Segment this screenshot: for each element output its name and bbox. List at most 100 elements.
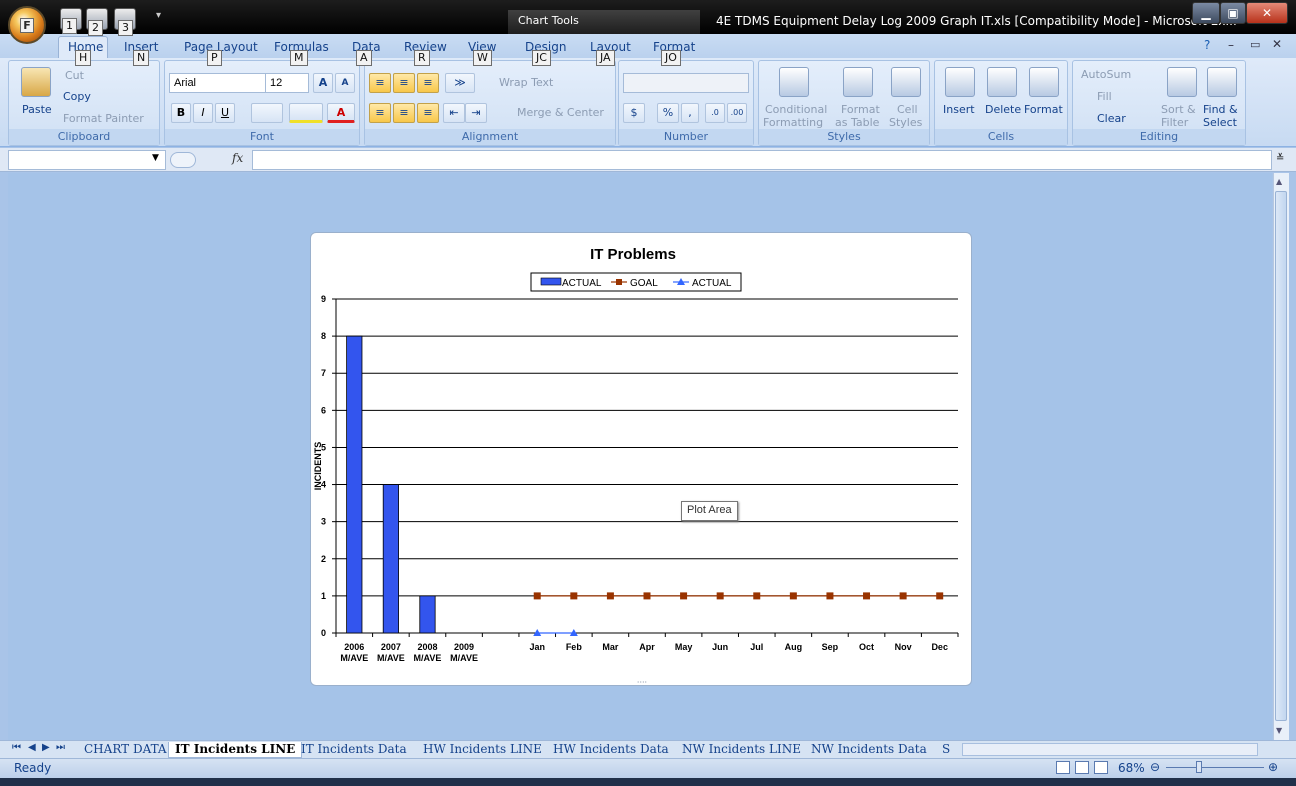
sheet-nav-prev-icon[interactable]: ◀ (28, 742, 36, 753)
zoom-level[interactable]: 68% (1118, 761, 1145, 775)
name-box[interactable] (8, 150, 166, 170)
sheet-nav-last-icon[interactable]: ⏭ (56, 742, 65, 753)
sheet-tab-hw-incidents-data[interactable]: HW Incidents Data (553, 742, 669, 756)
cell-styles-label[interactable]: Cell (897, 103, 918, 116)
format-as-table-label-2: as Table (835, 116, 880, 129)
conditional-formatting-label[interactable]: Conditional (765, 103, 828, 116)
wrap-text-button[interactable]: Wrap Text (499, 76, 554, 89)
insert-cells-icon[interactable] (945, 67, 975, 97)
merge-center-button[interactable]: Merge & Center (517, 106, 604, 119)
insert-cells-button[interactable]: Insert (943, 103, 975, 116)
formula-input[interactable] (252, 150, 1272, 170)
paste-icon[interactable] (21, 67, 51, 97)
sheet-nav-first-icon[interactable]: ⏮ (12, 742, 21, 753)
minimize-button[interactable]: ▁ (1192, 2, 1220, 24)
align-top-icon[interactable]: ≡ (369, 73, 391, 93)
formula-bar-expand-icon[interactable]: ≚ (1276, 153, 1285, 164)
align-center-icon[interactable]: ≡ (393, 103, 415, 123)
marker-1-15 (899, 592, 907, 600)
sort-filter-icon[interactable] (1167, 67, 1197, 97)
sheet-tab-it-incidents-line[interactable]: IT Incidents LINE (168, 742, 303, 758)
sort-filter-button[interactable]: Sort & (1161, 103, 1196, 116)
name-box-dropdown-icon[interactable]: ▼ (152, 153, 159, 163)
tab-insert[interactable]: Insert (124, 40, 159, 54)
align-bottom-icon[interactable]: ≡ (417, 73, 439, 93)
percent-button[interactable]: % (657, 103, 679, 123)
format-cells-button[interactable]: Format (1024, 103, 1063, 116)
align-left-icon[interactable]: ≡ (369, 103, 391, 123)
sheet-tab-nw-incidents-line[interactable]: NW Incidents LINE (682, 742, 801, 756)
sheet-tab-hw-incidents-line[interactable]: HW Incidents LINE (423, 742, 542, 756)
format-cells-icon[interactable] (1029, 67, 1059, 97)
scroll-up-icon[interactable]: ▲ (1276, 177, 1283, 186)
italic-button[interactable]: I (193, 103, 213, 123)
horizontal-scrollbar[interactable] (962, 743, 1258, 756)
increase-indent-icon[interactable]: ⇥ (465, 103, 487, 123)
binoculars-icon[interactable] (1207, 67, 1237, 97)
format-painter-button[interactable]: Format Painter (63, 112, 144, 125)
maximize-button[interactable]: ▣ (1220, 2, 1246, 24)
scroll-thumb[interactable] (1275, 191, 1287, 721)
formula-expand-icon[interactable] (170, 152, 196, 168)
zoom-slider[interactable] (1166, 767, 1264, 768)
clear-button[interactable]: Clear (1097, 112, 1126, 125)
autosum-button[interactable]: AutoSum (1081, 68, 1132, 81)
shrink-font-button[interactable]: A (335, 73, 355, 93)
fill-button[interactable]: Fill (1097, 90, 1112, 103)
sheet-tab-chart-data[interactable]: CHART DATA (84, 742, 167, 756)
find-select-button[interactable]: Find & (1203, 103, 1238, 116)
sheet-tab-nw-incidents-data[interactable]: NW Incidents Data (811, 742, 927, 756)
zoom-out-icon[interactable]: ⊖ (1150, 760, 1161, 774)
format-as-table-label[interactable]: Format (841, 103, 880, 116)
conditional-formatting-icon[interactable] (779, 67, 809, 97)
x-tick-label-1-1: M/AVE (377, 653, 405, 663)
font-size-select[interactable]: 12 (265, 73, 309, 93)
normal-view-icon[interactable] (1056, 761, 1070, 774)
underline-button[interactable]: U (215, 103, 235, 123)
page-layout-view-icon[interactable] (1075, 761, 1089, 774)
page-break-view-icon[interactable] (1094, 761, 1108, 774)
close-button[interactable]: ✕ (1246, 2, 1288, 24)
chart-object[interactable]: IT Problems ACTUAL GOAL ACTUAL 0 1 2 3 4 5 6 7 8 9 INC… (310, 232, 972, 687)
ribbon-close-icon[interactable]: ✕ (1272, 37, 1283, 51)
status-ready: Ready (14, 761, 52, 775)
tab-page-layout[interactable]: Page Layout (184, 40, 258, 54)
currency-button[interactable]: $ (623, 103, 645, 123)
number-format-select[interactable] (623, 73, 749, 93)
scroll-down-icon[interactable]: ▼ (1276, 726, 1283, 735)
sheet-tab-it-incidents-data[interactable]: IT Incidents Data (301, 742, 407, 756)
zoom-in-icon[interactable]: ⊕ (1268, 760, 1279, 774)
qat-customize-icon[interactable]: ▾ (156, 10, 162, 21)
ribbon-restore-icon[interactable]: ▭ (1250, 38, 1261, 51)
help-icon[interactable]: ? (1204, 38, 1211, 52)
align-right-icon[interactable]: ≡ (417, 103, 439, 123)
fill-color-icon[interactable] (289, 103, 323, 123)
font-name-select[interactable]: Arial (169, 73, 267, 93)
align-middle-icon[interactable]: ≡ (393, 73, 415, 93)
orientation-icon[interactable]: ≫ (445, 73, 475, 93)
office-button[interactable]: F (8, 6, 46, 44)
decrease-indent-icon[interactable]: ⇤ (443, 103, 465, 123)
paste-button[interactable]: Paste (22, 103, 52, 116)
grow-font-button[interactable]: A (313, 73, 333, 93)
ribbon-minimize-icon[interactable]: – (1228, 38, 1234, 52)
increase-decimal-icon[interactable]: .0 (705, 103, 725, 123)
zoom-slider-thumb[interactable] (1196, 761, 1202, 773)
borders-icon[interactable] (251, 103, 283, 123)
bold-button[interactable]: B (171, 103, 191, 123)
copy-button[interactable]: Copy (63, 90, 91, 103)
decrease-decimal-icon[interactable]: .00 (727, 103, 747, 123)
y-tick-label-9: 9 (321, 294, 326, 304)
cell-styles-icon[interactable] (891, 67, 921, 97)
comma-button[interactable]: , (681, 103, 699, 123)
tab-formulas[interactable]: Formulas (274, 40, 329, 54)
insert-function-icon[interactable]: fx (232, 151, 244, 165)
sheet-tab-s[interactable]: S (942, 742, 951, 756)
delete-cells-button[interactable]: Delete (985, 103, 1022, 116)
cut-button[interactable]: Cut (65, 69, 84, 82)
format-as-table-icon[interactable] (843, 67, 873, 97)
delete-cells-icon[interactable] (987, 67, 1017, 97)
font-color-icon[interactable]: A (327, 103, 355, 123)
sheet-nav-next-icon[interactable]: ▶ (42, 742, 50, 753)
vertical-scrollbar[interactable]: ▲ ▼ (1273, 173, 1289, 740)
